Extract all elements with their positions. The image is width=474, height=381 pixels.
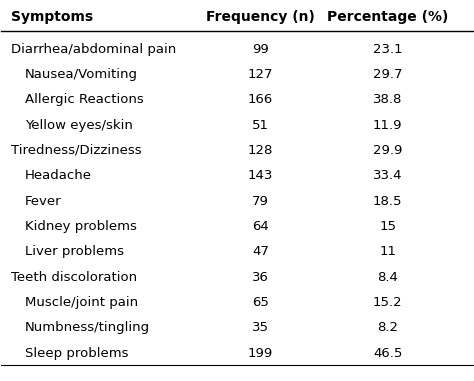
Text: Diarrhea/abdominal pain: Diarrhea/abdominal pain [11,43,176,56]
Text: 11.9: 11.9 [373,118,402,132]
Text: 51: 51 [252,118,269,132]
Text: Nausea/Vomiting: Nausea/Vomiting [25,68,138,81]
Text: 15.2: 15.2 [373,296,402,309]
Text: Tiredness/Dizziness: Tiredness/Dizziness [11,144,141,157]
Text: Yellow eyes/skin: Yellow eyes/skin [25,118,133,132]
Text: 29.9: 29.9 [373,144,402,157]
Text: 127: 127 [248,68,273,81]
Text: Kidney problems: Kidney problems [25,220,137,233]
Text: Symptoms: Symptoms [11,10,93,24]
Text: 65: 65 [252,296,269,309]
Text: Liver problems: Liver problems [25,245,124,258]
Text: 23.1: 23.1 [373,43,402,56]
Text: 46.5: 46.5 [373,347,402,360]
Text: 8.2: 8.2 [377,322,398,335]
Text: Percentage (%): Percentage (%) [327,10,448,24]
Text: 143: 143 [248,169,273,182]
Text: 29.7: 29.7 [373,68,402,81]
Text: 64: 64 [252,220,269,233]
Text: 38.8: 38.8 [373,93,402,106]
Text: 33.4: 33.4 [373,169,402,182]
Text: 8.4: 8.4 [377,271,398,284]
Text: 199: 199 [248,347,273,360]
Text: 15: 15 [379,220,396,233]
Text: Headache: Headache [25,169,92,182]
Text: 36: 36 [252,271,269,284]
Text: 99: 99 [252,43,269,56]
Text: Teeth discoloration: Teeth discoloration [11,271,137,284]
Text: Sleep problems: Sleep problems [25,347,128,360]
Text: 128: 128 [248,144,273,157]
Text: 11: 11 [379,245,396,258]
Text: 18.5: 18.5 [373,195,402,208]
Text: Fever: Fever [25,195,62,208]
Text: Allergic Reactions: Allergic Reactions [25,93,144,106]
Text: 166: 166 [248,93,273,106]
Text: Numbness/tingling: Numbness/tingling [25,322,150,335]
Text: Muscle/joint pain: Muscle/joint pain [25,296,138,309]
Text: 79: 79 [252,195,269,208]
Text: 35: 35 [252,322,269,335]
Text: Frequency (n): Frequency (n) [206,10,315,24]
Text: 47: 47 [252,245,269,258]
